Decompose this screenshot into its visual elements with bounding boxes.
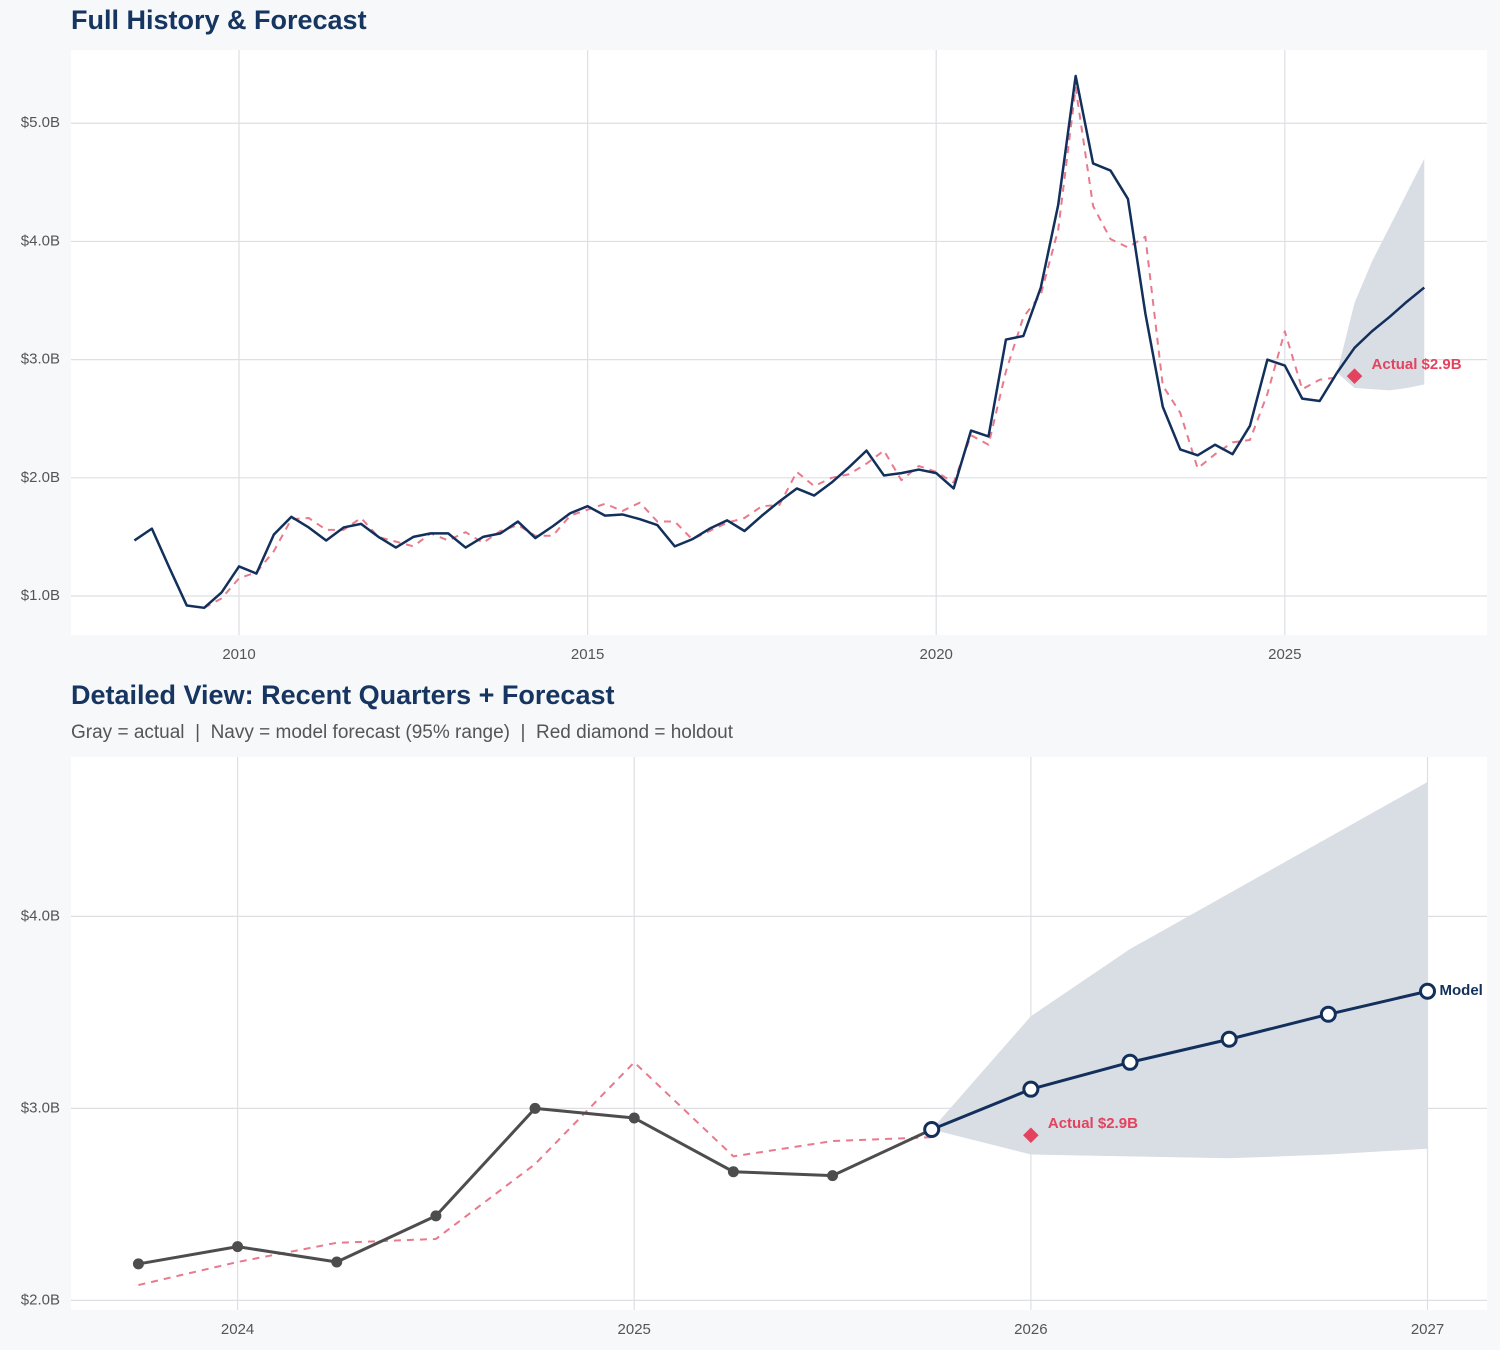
data-point bbox=[827, 1170, 839, 1182]
y-tick-label: $4.0B bbox=[21, 232, 60, 249]
chart-title: Detailed View: Recent Quarters + Forecas… bbox=[71, 680, 614, 710]
y-tick-label: $2.0B bbox=[21, 469, 60, 486]
annotation: Actual $2.9B bbox=[1048, 1115, 1138, 1132]
x-tick-label: 2026 bbox=[1014, 1321, 1047, 1338]
data-point bbox=[628, 1112, 640, 1124]
x-tick-label: 2025 bbox=[1268, 646, 1301, 663]
x-tick-label: 2010 bbox=[222, 646, 255, 663]
y-tick-label: $4.0B bbox=[21, 907, 60, 924]
y-tick-label: $3.0B bbox=[21, 1099, 60, 1116]
data-point bbox=[331, 1256, 343, 1268]
plot-area bbox=[71, 50, 1487, 635]
x-tick-label: 2020 bbox=[920, 646, 953, 663]
fitted-line bbox=[203, 86, 1338, 609]
series-line bbox=[133, 74, 1339, 610]
y-tick-label: $2.0B bbox=[21, 1291, 60, 1308]
data-point bbox=[132, 1258, 144, 1270]
x-tick-label: 2024 bbox=[221, 1321, 254, 1338]
data-point bbox=[923, 1121, 941, 1139]
data-point bbox=[1121, 1053, 1139, 1071]
y-tick-label: $5.0B bbox=[21, 114, 60, 131]
fitted-line bbox=[138, 1061, 932, 1287]
x-tick-label: 2027 bbox=[1411, 1321, 1444, 1338]
holdout-marker bbox=[1023, 1127, 1039, 1144]
annotation: Actual $2.9B bbox=[1372, 356, 1462, 373]
data-point bbox=[232, 1241, 244, 1253]
series-line bbox=[931, 989, 1428, 1131]
chart-title: Full History & Forecast bbox=[71, 5, 367, 35]
y-tick-label: $1.0B bbox=[21, 587, 60, 604]
forecast-band bbox=[931, 781, 1428, 1159]
data-point bbox=[1319, 1005, 1337, 1023]
forecast-band bbox=[1337, 158, 1425, 391]
data-point bbox=[1220, 1030, 1238, 1048]
series-line bbox=[1336, 286, 1426, 374]
data-point bbox=[1419, 982, 1437, 1000]
holdout-marker bbox=[1346, 368, 1363, 384]
series-end-label: Model bbox=[1440, 982, 1483, 999]
data-point bbox=[529, 1102, 541, 1114]
data-point bbox=[727, 1166, 739, 1178]
data-point bbox=[430, 1210, 442, 1222]
x-tick-label: 2015 bbox=[571, 646, 604, 663]
y-tick-label: $3.0B bbox=[21, 351, 60, 368]
chart-subtitle: Gray = actual | Navy = model forecast (9… bbox=[71, 722, 734, 743]
data-point bbox=[1022, 1080, 1040, 1098]
x-tick-label: 2025 bbox=[618, 1321, 651, 1338]
